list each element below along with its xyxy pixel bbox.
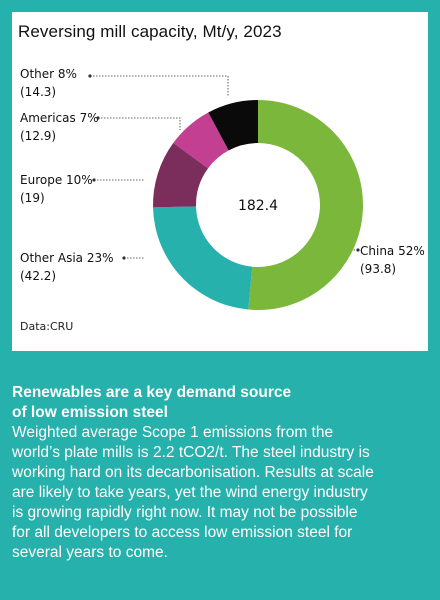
- leader-dot-other-asia: [122, 256, 126, 260]
- chart-source: Data:CRU: [20, 320, 74, 333]
- leader-dot-other: [88, 74, 92, 78]
- label-china: China 52%: [360, 244, 425, 258]
- value-label-china: (93.8): [360, 262, 396, 276]
- article-text: Renewables are a key demand source of lo…: [12, 383, 430, 563]
- heading-line: of low emission steel: [12, 404, 168, 421]
- leader-line-other: [90, 75, 229, 96]
- label-americas: Americas 7%: [20, 111, 99, 125]
- slice-other: [208, 100, 258, 151]
- article-heading: Renewables are a key demand source of lo…: [12, 383, 430, 423]
- donut-chart: 182.4 China 52% (93.8) Other Asia 23% (42.2)…: [20, 67, 425, 310]
- label-other-asia: Other Asia 23%: [20, 251, 114, 265]
- body-line: is growing rapidly right now. It may not…: [12, 504, 358, 521]
- slice-americas: [173, 112, 229, 169]
- value-label-americas: (12.9): [20, 129, 56, 143]
- leader-dot-americas: [96, 116, 100, 120]
- body-line: Weighted average Scope 1 emissions from …: [12, 424, 334, 441]
- body-line: for all developers to access low emissio…: [12, 524, 353, 541]
- chart-title: Reversing mill capacity, Mt/y, 2023: [18, 22, 282, 41]
- article-body: Weighted average Scope 1 emissions from …: [12, 423, 430, 563]
- leader-dot-china: [356, 248, 360, 252]
- label-other: Other 8%: [20, 67, 77, 81]
- leader-line-americas: [98, 117, 181, 130]
- body-line: are likely to take years, yet the wind e…: [12, 484, 368, 501]
- chart-card: Reversing mill capacity, Mt/y, 2023 182.…: [12, 12, 428, 351]
- leader-dot-europe: [92, 178, 96, 182]
- body-line: several years to come.: [12, 544, 168, 561]
- center-total-label: 182.4: [238, 198, 278, 214]
- body-line: working hard on its decarbonisation. Res…: [12, 464, 374, 481]
- slice-other-asia: [153, 206, 253, 310]
- body-line: world’s plate mills is 2.2 tCO2/t. The s…: [12, 444, 370, 461]
- slice-europe: [153, 142, 209, 208]
- slice-china: [248, 100, 363, 310]
- value-label-other-asia: (42.2): [20, 269, 56, 283]
- heading-line: Renewables are a key demand source: [12, 384, 292, 401]
- label-europe: Europe 10%: [20, 173, 93, 187]
- value-label-other: (14.3): [20, 85, 56, 99]
- value-label-europe: (19): [20, 191, 45, 205]
